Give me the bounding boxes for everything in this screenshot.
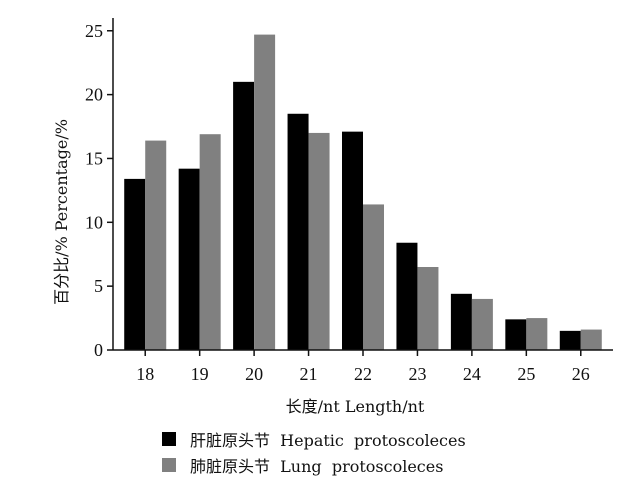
x-tick-label: 24: [463, 364, 481, 384]
bar-lung-20: [254, 34, 276, 350]
x-tick-label: 23: [408, 364, 426, 384]
x-tick-label: 18: [136, 364, 154, 384]
legend-item-lung: 肺脏原头节 Lung protoscoleces: [162, 452, 466, 478]
legend: 肝脏原头节 Hepatic protoscoleces 肺脏原头节 Lung p…: [162, 426, 466, 478]
bars-group: [124, 34, 602, 351]
legend-label-hepatic: 肝脏原头节 Hepatic protoscoleces: [190, 431, 466, 450]
legend-item-hepatic: 肝脏原头节 Hepatic protoscoleces: [162, 426, 466, 452]
bar-lung-25: [526, 318, 548, 350]
bar-hepatic-20: [233, 81, 255, 350]
y-tick-label: 10: [85, 212, 103, 232]
y-tick-label: 5: [94, 276, 103, 296]
bar-hepatic-22: [342, 131, 363, 350]
bar-hepatic-21: [287, 113, 309, 351]
legend-label-lung: 肺脏原头节 Lung protoscoleces: [190, 457, 444, 476]
y-axis-title: 百分比/% Percentage/%: [52, 119, 71, 305]
bar-hepatic-23: [396, 242, 418, 350]
x-axis-title: 长度/nt Length/nt: [286, 397, 425, 416]
bar-lung-22: [363, 204, 384, 350]
x-tick-label: 20: [245, 364, 263, 384]
bar-hepatic-24: [450, 293, 472, 350]
bar-lung-23: [417, 267, 439, 350]
y-tick-label: 15: [85, 148, 103, 168]
x-tick-label: 19: [191, 364, 209, 384]
x-axis-ticks: 18 19 20 21 22 23 24 25 26: [136, 350, 590, 384]
y-tick-label: 20: [85, 85, 103, 105]
x-tick-label: 25: [517, 364, 535, 384]
bar-hepatic-26: [559, 330, 581, 350]
legend-swatch-lung: [162, 458, 176, 472]
bar-lung-19: [199, 134, 221, 350]
y-axis-ticks: 0 5 10 15 20 25: [85, 21, 113, 360]
y-tick-label: 0: [94, 340, 103, 360]
bar-hepatic-25: [505, 319, 527, 350]
bar-hepatic-19: [178, 168, 200, 350]
x-tick-label: 22: [354, 364, 372, 384]
bar-lung-24: [471, 298, 493, 350]
bar-hepatic-18: [124, 178, 146, 350]
bar-lung-18: [145, 140, 167, 350]
x-tick-label: 26: [572, 364, 590, 384]
x-tick-label: 21: [300, 364, 318, 384]
bar-lung-26: [580, 329, 602, 350]
bar-lung-21: [308, 132, 330, 350]
legend-swatch-hepatic: [162, 432, 176, 446]
y-tick-label: 25: [85, 21, 103, 41]
